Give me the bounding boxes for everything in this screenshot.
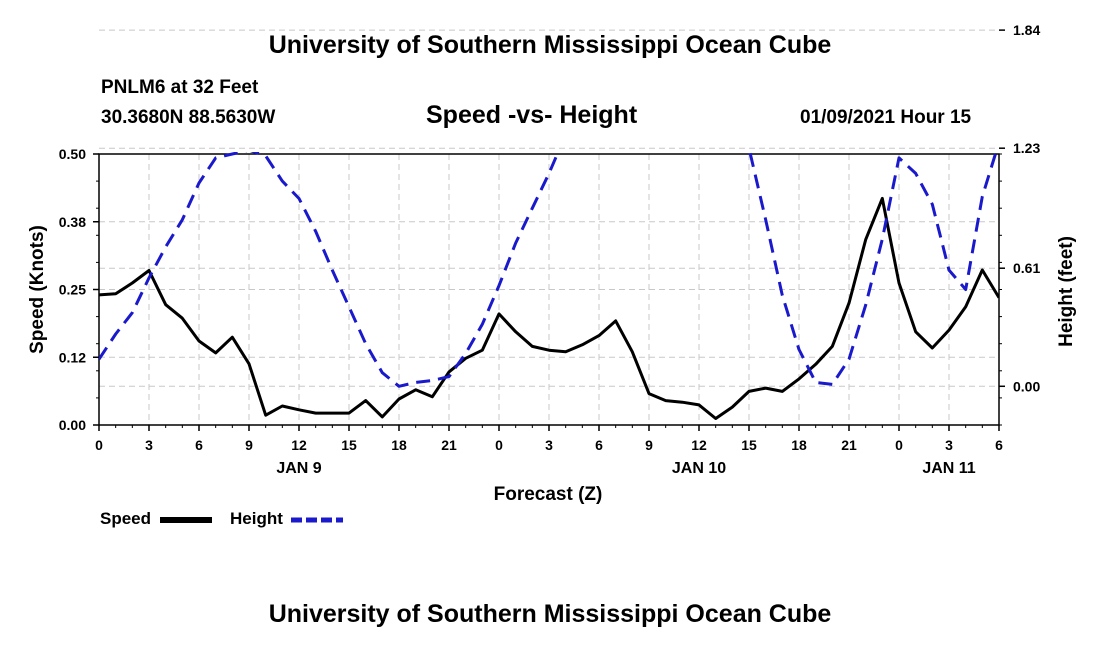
series-line-speed: [99, 196, 999, 420]
page-title: University of Southern Mississippi Ocean…: [268, 31, 832, 59]
x-tick-label: 12: [691, 437, 707, 453]
footer-title: University of Southern Mississippi Ocean…: [268, 600, 832, 628]
x-tick-label: 0: [895, 437, 903, 453]
y-tick-label: 0.50: [59, 146, 86, 162]
forecast-date-label: 01/09/2021 Hour 15: [800, 107, 972, 128]
x-tick-label: 15: [341, 437, 357, 453]
legend-speed-label: Speed: [100, 509, 152, 528]
y-tick-label: 0.12: [59, 349, 86, 365]
x-axis-title: Forecast (Z): [494, 484, 603, 505]
x-tick-label: 9: [245, 437, 253, 453]
y2-tick-label: 0.61: [1013, 260, 1040, 276]
x-tick-label: 3: [545, 437, 553, 453]
series-line-height: [99, 152, 998, 388]
x-day-label: JAN 10: [672, 460, 726, 477]
y2-axis-title: Height (feet): [1056, 236, 1077, 347]
chart-title: Speed -vs- Height: [426, 101, 638, 129]
x-tick-label: 15: [741, 437, 757, 453]
x-tick-label: 6: [595, 437, 603, 453]
x-tick-label: 3: [145, 437, 153, 453]
x-tick-label: 18: [791, 437, 807, 453]
y-axis-title: Speed (Knots): [27, 225, 48, 354]
x-tick-label: 6: [195, 437, 203, 453]
y-tick-label: 0.38: [59, 214, 86, 230]
legend-height-label: Height: [230, 509, 283, 528]
x-tick-label: 18: [391, 437, 407, 453]
x-tick-label: 3: [945, 437, 953, 453]
y2-tick-label: 1.23: [1013, 140, 1040, 156]
x-tick-label: 9: [645, 437, 653, 453]
coordinates-label: 30.3680N 88.5630W: [101, 107, 276, 128]
y2-tick-label: 0.00: [1013, 378, 1040, 394]
y-tick-label: 0.25: [59, 282, 86, 298]
x-tick-label: 0: [95, 437, 103, 453]
y2-tick-label: 1.84: [1013, 22, 1040, 38]
y-tick-label: 0.00: [59, 417, 86, 433]
x-tick-label: 0: [495, 437, 503, 453]
x-day-label: JAN 11: [922, 460, 975, 477]
x-tick-label: 21: [841, 437, 857, 453]
x-tick-label: 12: [291, 437, 307, 453]
x-day-label: JAN 9: [276, 460, 321, 477]
station-label: PNLM6 at 32 Feet: [101, 77, 259, 98]
x-tick-label: 21: [441, 437, 457, 453]
x-tick-label: 6: [995, 437, 1003, 453]
